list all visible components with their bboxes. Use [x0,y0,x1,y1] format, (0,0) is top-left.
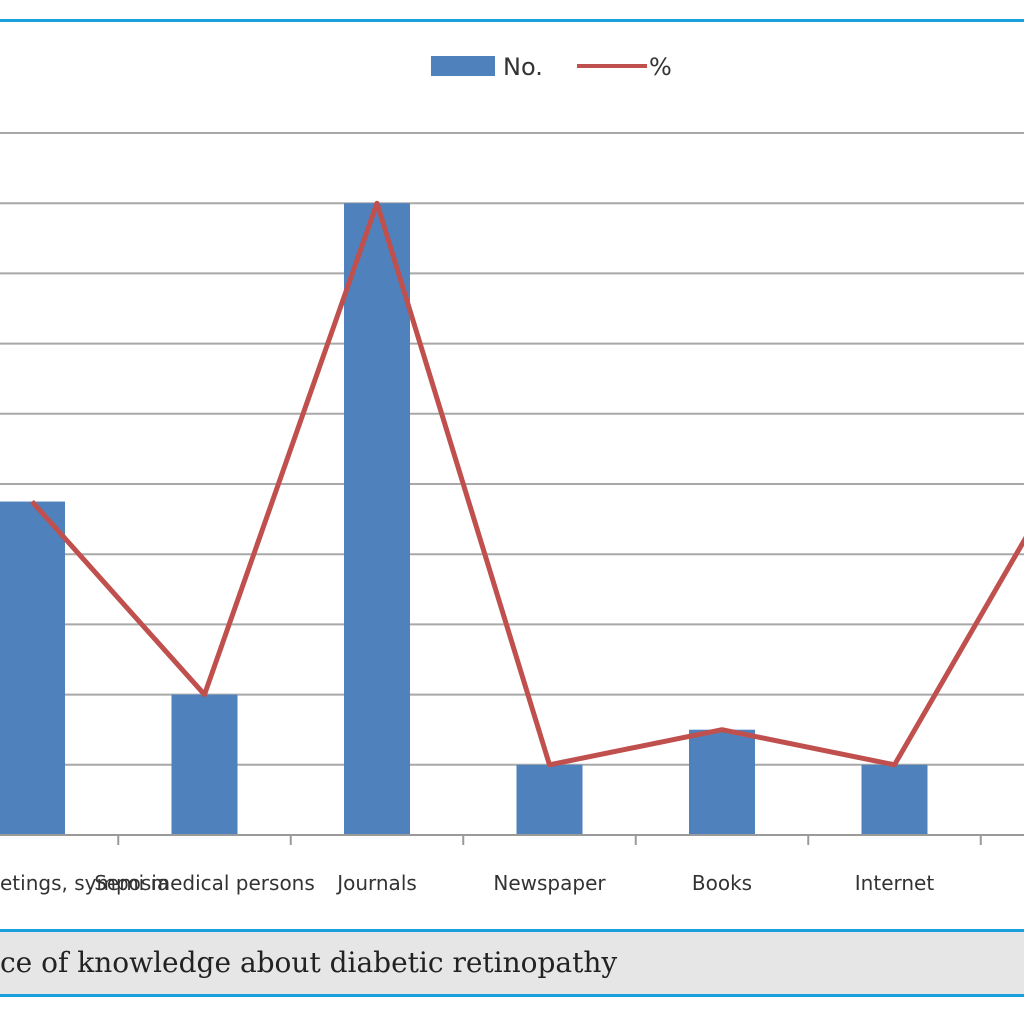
legend-swatch-no [431,56,495,76]
frame-top-border [0,19,1024,22]
line-percent [30,200,1024,768]
grid-lines [0,132,1024,766]
line-series [30,200,1024,768]
x-tick-label: Semi medical persons [94,871,315,895]
legend-label-no: No. [503,53,543,81]
caption-band [0,929,1024,997]
bar-5 [689,729,755,835]
bar-1 [0,501,65,835]
legend: No. % [431,53,672,81]
bar-4 [516,764,583,835]
bar-3 [344,203,410,835]
bar-series [0,203,928,835]
x-tick-label: Books [692,871,752,895]
x-tick-label: etings, symposia [0,871,169,895]
legend-label-percent: % [649,53,672,81]
bar-6 [861,764,928,835]
x-tick-label: Journals [335,871,417,895]
x-tick-label: Internet [855,871,935,895]
x-axis [0,834,1024,845]
x-tick-label: Newspaper [493,871,606,895]
figure-caption: ce of knowledge about diabetic retinopat… [0,946,618,979]
bar-2 [171,694,238,835]
